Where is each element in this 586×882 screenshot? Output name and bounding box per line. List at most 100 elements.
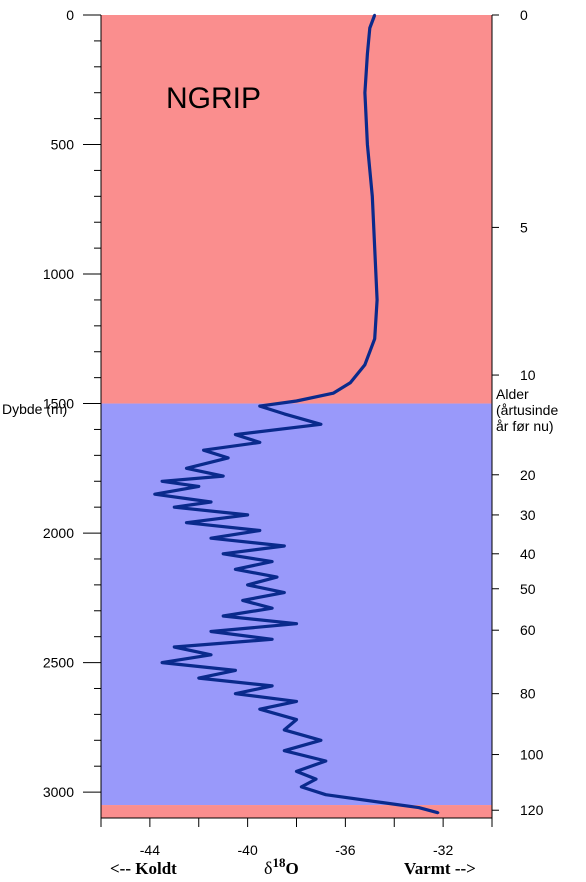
background-bands (101, 15, 492, 818)
data-point (295, 718, 298, 721)
axes-layer: 0 500 1000 1500 2000 2500 3000 0 5 10 20 30 40 50 60 80… (43, 7, 544, 858)
data-point (234, 669, 237, 672)
data-point (295, 770, 298, 773)
data-point (209, 630, 213, 633)
data-point (234, 568, 237, 571)
y-tick-label: 0 (66, 7, 74, 23)
data-point (349, 381, 352, 384)
data-point (197, 676, 200, 680)
data-point (295, 399, 298, 403)
data-point (173, 506, 176, 509)
delta-symbol: δ (264, 858, 272, 878)
data-point (160, 661, 164, 664)
data-point (375, 298, 379, 302)
y-tick-label: 1500 (43, 396, 74, 412)
data-point (363, 363, 367, 366)
data-point (258, 529, 261, 532)
data-point (209, 653, 213, 656)
data-point (437, 811, 440, 814)
age-tick-label: 60 (520, 622, 536, 638)
age-tick-label: 5 (520, 219, 528, 235)
data-point (173, 645, 176, 649)
data-point (185, 467, 188, 470)
data-point (368, 26, 371, 30)
data-point (283, 749, 286, 752)
data-point (153, 493, 156, 496)
data-point (366, 52, 369, 56)
data-point (270, 560, 274, 563)
age-tick-label: 40 (520, 546, 536, 562)
data-point (373, 13, 376, 17)
data-point (373, 337, 376, 340)
data-point (380, 801, 384, 804)
data-point (209, 500, 213, 504)
data-point (270, 638, 274, 641)
age-tick-label: 120 (520, 802, 544, 818)
data-point (300, 785, 303, 789)
age-tick-label: 100 (520, 747, 544, 763)
x-axis-label-delta-18o: δ18O (264, 855, 299, 878)
data-point (209, 537, 213, 540)
y-axis-label-right-line1: Alder (496, 386, 529, 402)
data-point (332, 392, 335, 395)
age-tick-label: 50 (520, 581, 536, 597)
data-point (283, 544, 286, 548)
x-axis-label-cold: <-- Koldt (110, 859, 177, 878)
data-point (222, 474, 225, 478)
data-point (241, 599, 244, 602)
age-tick-label: 10 (520, 367, 536, 383)
x-tick-label: -40 (238, 842, 258, 858)
data-point (270, 607, 274, 610)
data-point (222, 614, 225, 618)
y-tick-label: 1000 (43, 266, 74, 282)
data-point (371, 195, 374, 198)
oxygen-symbol: O (285, 859, 298, 878)
data-point (185, 521, 188, 524)
x-tick-label: -36 (335, 842, 355, 858)
series-layer (153, 13, 440, 815)
data-point (319, 423, 323, 426)
x-tick-label: -32 (433, 842, 453, 858)
data-point (222, 552, 225, 555)
y-tick-label: 500 (51, 137, 75, 153)
data-point (363, 91, 367, 94)
data-point (283, 591, 286, 594)
x-axis-label-warm: Varmt --> (404, 859, 476, 878)
age-tick-label: 80 (520, 686, 536, 702)
data-point (314, 777, 318, 781)
x-tick-label: -44 (140, 842, 160, 858)
data-point (258, 404, 261, 408)
background-band-1 (101, 403, 492, 806)
data-point (202, 449, 205, 452)
y-tick-label: 2000 (43, 525, 74, 541)
background-band-2 (101, 805, 492, 818)
data-point (283, 728, 286, 732)
data-point (258, 708, 261, 711)
y-tick-label: 3000 (43, 784, 74, 800)
data-point (324, 793, 327, 796)
data-point (258, 441, 261, 444)
data-point (246, 513, 249, 517)
data-point (373, 246, 376, 250)
data-point (295, 622, 298, 625)
data-point (275, 575, 279, 579)
data-point (319, 739, 323, 742)
data-point (283, 412, 286, 416)
y-tick-label: 2500 (43, 655, 74, 671)
data-point (234, 433, 237, 436)
data-point (324, 759, 327, 763)
data-point (197, 485, 200, 488)
age-tick-label: 0 (520, 7, 528, 23)
data-point (417, 806, 420, 809)
data-point (295, 700, 298, 703)
chart-title: NGRIP (166, 82, 261, 115)
data-point (160, 480, 164, 483)
data-point (246, 583, 249, 587)
y-axis-label-right-line3: år før nu) (496, 418, 554, 434)
data-point (366, 143, 369, 146)
isotope-superscript: 18 (272, 855, 286, 870)
y-axis-label-left: Dybde (m) (2, 401, 67, 417)
age-tick-label: 30 (520, 507, 536, 523)
data-point (270, 684, 274, 688)
